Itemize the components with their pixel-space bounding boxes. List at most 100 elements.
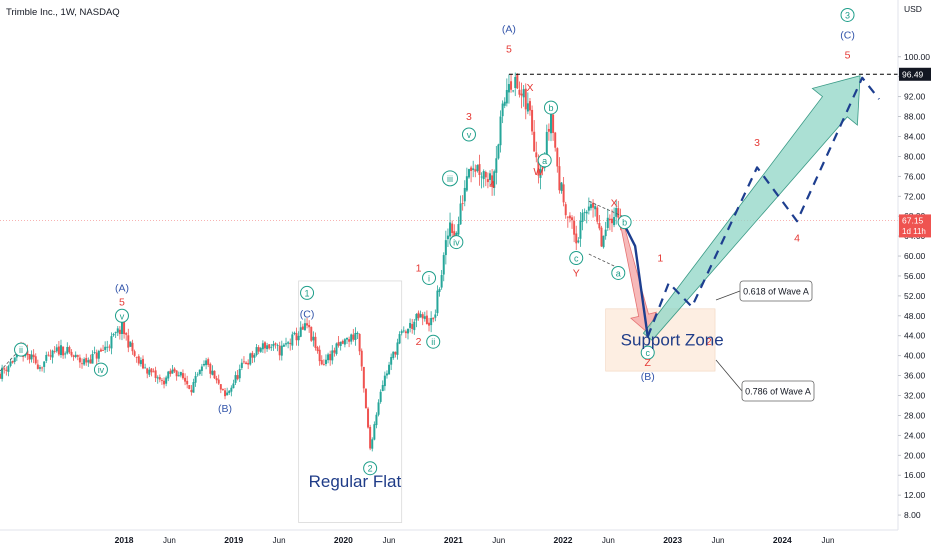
candle-body: [371, 439, 374, 449]
up-arrow: [642, 75, 861, 341]
candle: [278, 341, 281, 361]
candle-body: [87, 360, 90, 363]
wave-label-text: 5: [845, 49, 851, 61]
wave-label: 3: [840, 7, 855, 22]
candle-body: [505, 90, 508, 104]
y-tick-label: 52.00: [904, 291, 926, 301]
candle: [375, 412, 378, 429]
candle: [5, 366, 8, 376]
candle-body: [320, 360, 323, 365]
candle: [169, 368, 172, 377]
candle-body: [131, 342, 134, 352]
candle-body: [423, 316, 426, 319]
wave-label-text: c: [574, 254, 579, 264]
candle: [562, 176, 565, 207]
wave-label: v: [461, 127, 476, 142]
candle-body: [45, 355, 48, 361]
wave-label-text: 1: [657, 253, 663, 265]
candle: [257, 345, 260, 355]
wave-label-circle: [14, 342, 29, 357]
candle-body: [493, 171, 496, 188]
candle: [337, 335, 340, 348]
candle: [592, 199, 595, 218]
candle-body: [528, 101, 531, 111]
candle-body: [335, 343, 338, 354]
candle: [259, 346, 262, 353]
x-tick-label: Jun: [822, 536, 835, 545]
candle-body: [165, 377, 168, 384]
candle-body: [240, 362, 243, 368]
wave-label: Y: [573, 267, 580, 279]
candle: [404, 329, 407, 339]
candle-body: [196, 374, 199, 376]
wave-label: c: [640, 345, 655, 360]
candle: [505, 78, 508, 107]
wave-label-circle: [640, 345, 655, 360]
candle: [263, 341, 266, 354]
candle-body: [163, 380, 166, 385]
channel-line: [588, 200, 625, 218]
candle: [545, 124, 548, 158]
candle-body: [148, 369, 151, 375]
wave-label-text: (A): [115, 282, 129, 294]
candle-body: [560, 182, 563, 191]
candle: [53, 346, 56, 354]
candle: [240, 358, 243, 371]
candle: [184, 373, 187, 386]
y-tick-label: 80.00: [904, 151, 926, 161]
candle: [476, 164, 479, 173]
candle: [66, 342, 69, 355]
y-tick-label: 48.00: [904, 311, 926, 321]
x-tick-label: Jun: [273, 536, 286, 545]
candle: [417, 310, 420, 321]
candle: [152, 368, 155, 373]
candle: [520, 82, 523, 109]
candle-body: [1, 367, 4, 379]
candle: [99, 347, 102, 353]
wave-label-text: (C): [300, 308, 315, 320]
candle: [478, 154, 481, 186]
candle: [215, 375, 218, 384]
candle: [85, 353, 88, 366]
wave-label: X: [526, 82, 533, 94]
candle-body: [457, 224, 460, 235]
candle: [268, 343, 271, 350]
candle-body: [310, 326, 313, 341]
candle-body: [406, 328, 409, 334]
candle: [38, 365, 41, 372]
y-tick-label: 24.00: [904, 430, 926, 440]
candle-body: [518, 89, 521, 95]
wave-label: b: [617, 215, 632, 230]
wave-label: (A): [115, 282, 129, 294]
wave-label: 4: [794, 233, 800, 245]
candle-body: [238, 368, 241, 379]
candle: [608, 214, 611, 231]
candle: [327, 352, 330, 364]
candle: [329, 350, 332, 366]
wave-label-text: iii: [447, 174, 453, 184]
y-tick-label: 56.00: [904, 271, 926, 281]
candle-body: [606, 217, 609, 228]
candle: [421, 312, 424, 326]
candle-body: [507, 84, 510, 93]
candle-body: [299, 327, 302, 337]
candle: [465, 167, 468, 192]
candle-body: [228, 390, 231, 393]
wave-label-text: 3: [466, 111, 472, 123]
candle: [62, 346, 65, 359]
candle: [339, 341, 342, 351]
candle: [32, 349, 35, 364]
candle: [129, 341, 132, 347]
candle-body: [520, 93, 523, 96]
candle-body: [373, 424, 376, 440]
candle: [181, 369, 184, 380]
candle: [419, 310, 422, 318]
candle-body: [343, 339, 346, 345]
candle-body: [451, 223, 454, 233]
candle: [245, 361, 248, 365]
candle-body: [455, 232, 458, 236]
wave-label-text: 3: [754, 137, 760, 149]
candle-body: [188, 385, 191, 389]
candle-body: [83, 359, 86, 365]
